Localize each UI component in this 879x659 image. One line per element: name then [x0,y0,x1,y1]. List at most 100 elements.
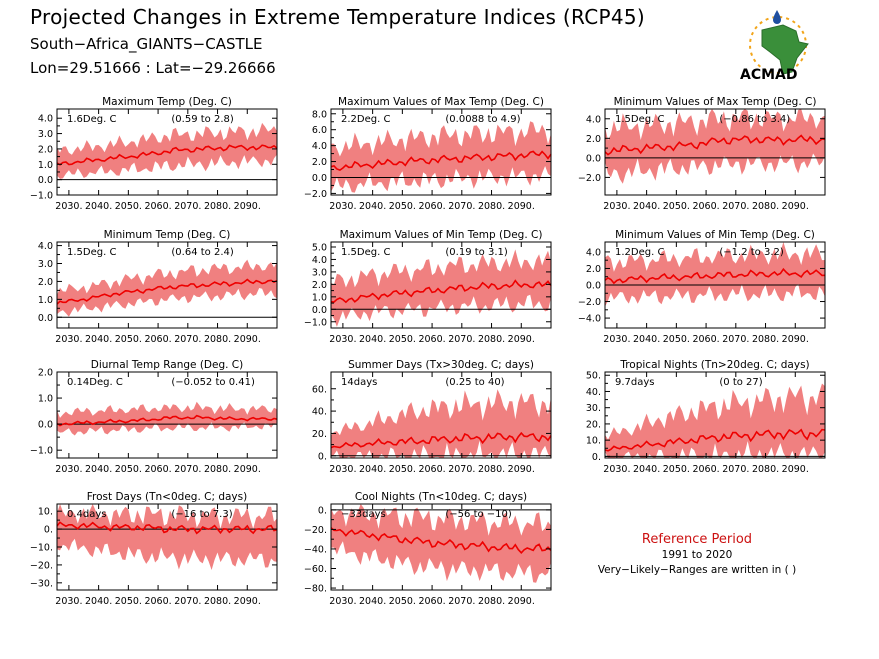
x-tick-label: 2090. [234,596,261,607]
x-tick-label: 2080. [204,596,231,607]
y-tick-label: −10. [30,543,53,554]
plot-frame [604,108,826,196]
panel-title: Maximum Temp (Deg. C) [102,96,232,108]
y-tick-label: 0. [318,505,327,516]
x-tick-label: 2030. [329,201,356,212]
x-tick-label: 2030. [329,596,356,607]
x-tick-label: 2060. [418,201,445,212]
panel-6: −4.0 −2.0 0.0 2.0 4.0 2030. 2040. 2050. 2060. 207… [578,229,826,345]
y-tick-label: 60. [312,384,327,395]
panel-likely-range: (−16 to 7.3) [171,509,232,520]
x-tick-label: 2030. [55,464,82,475]
panel-likely-range: (0.59 to 2.8) [171,114,233,125]
x-tick-label: 2070. [448,464,475,475]
panel-title: Frost Days (Tn<0deg. C; days) [87,491,247,503]
likely-range-band [605,242,825,307]
panel-change-value: 1.5Deg. C [615,114,664,125]
panel-change-value: 1.5Deg. C [67,247,116,258]
y-tick-label: 0.0 [312,173,327,184]
likely-range-band [331,249,551,327]
x-tick-label: 2060. [692,334,719,345]
likely-range-band [605,383,825,458]
panel-likely-range: (0 to 27) [719,377,762,388]
y-tick-label: 0.0 [586,281,601,292]
y-tick-label: 0.0 [38,175,53,186]
y-tick-label: −60. [304,564,327,575]
y-tick-label: 4.0 [586,114,601,125]
median-line [330,279,552,304]
y-tick-label: 20. [312,429,327,440]
y-tick-label: −40. [304,544,327,555]
x-tick-label: 2030. [55,201,82,212]
x-tick-label: 2090. [508,334,535,345]
likely-range-band [331,389,551,458]
x-tick-label: 2040. [85,596,112,607]
x-tick-label: 2040. [359,334,386,345]
plot-frame [56,108,278,196]
x-tick-label: 2070. [174,464,201,475]
x-tick-label: 2090. [508,596,535,607]
x-tick-label: 2030. [55,334,82,345]
y-tick-label: 2.0 [38,368,53,379]
x-tick-label: 2040. [359,596,386,607]
likely-range-band [57,401,277,436]
x-tick-label: 2040. [85,201,112,212]
x-tick-label: 2040. [359,201,386,212]
y-tick-label: 2.0 [38,144,53,155]
x-tick-label: 2060. [418,596,445,607]
y-tick-label: 0. [592,452,601,463]
x-tick-label: 2080. [478,334,505,345]
x-tick-label: 2050. [389,596,416,607]
figure-title: Projected Changes in Extreme Temperature… [30,5,645,29]
panel-change-value: 1.5Deg. C [341,247,390,258]
x-tick-label: 2060. [144,334,171,345]
panel-likely-range: (−56 to −10) [445,509,512,520]
x-tick-label: 2040. [633,201,660,212]
x-tick-label: 2050. [663,464,690,475]
y-tick-label: −1.0 [30,446,53,457]
acmad-logo: ACMAD [740,10,809,83]
water-drop-icon [773,10,781,24]
x-tick-label: 2030. [329,334,356,345]
reference-note: Very−Likely−Ranges are written in ( ) [598,564,796,576]
x-tick-label: 2090. [234,201,261,212]
x-tick-label: 2060. [418,334,445,345]
x-tick-label: 2050. [115,334,142,345]
plot-frame [330,503,552,591]
y-tick-label: 0. [44,525,53,536]
reference-years: 1991 to 2020 [662,549,733,561]
x-tick-label: 2070. [722,201,749,212]
median-line [604,267,826,285]
panel-11: −80.−60.−40.−20.0.2030. 2040. 2050. 2060. 20… [304,491,552,607]
x-tick-label: 2080. [752,464,779,475]
x-tick-label: 2070. [448,596,475,607]
y-tick-label: 1.0 [312,292,327,303]
x-tick-label: 2080. [478,201,505,212]
y-tick-label: −1.0 [304,317,327,328]
x-tick-label: 2070. [448,201,475,212]
y-tick-label: 4.0 [312,141,327,152]
x-tick-label: 2070. [722,464,749,475]
y-tick-label: 3.0 [38,129,53,140]
x-tick-label: 2050. [115,464,142,475]
x-tick-label: 2090. [782,201,809,212]
median-line [604,134,826,156]
y-tick-label: 5.0 [312,242,327,253]
y-tick-label: 0.0 [38,420,53,431]
x-tick-label: 2080. [478,596,505,607]
likely-range-band [57,504,277,570]
panel-likely-range: (−1.2 to 3.2) [719,247,783,258]
y-tick-label: 4.0 [38,114,53,125]
median-line [330,431,552,449]
y-tick-label: −2.0 [304,189,327,200]
y-tick-label: 2.0 [38,277,53,288]
x-tick-label: 2080. [478,464,505,475]
logo-text: ACMAD [740,67,798,83]
x-tick-label: 2080. [204,334,231,345]
panel-title: Minimum Temp (Deg. C) [104,229,231,241]
x-tick-label: 2070. [174,596,201,607]
